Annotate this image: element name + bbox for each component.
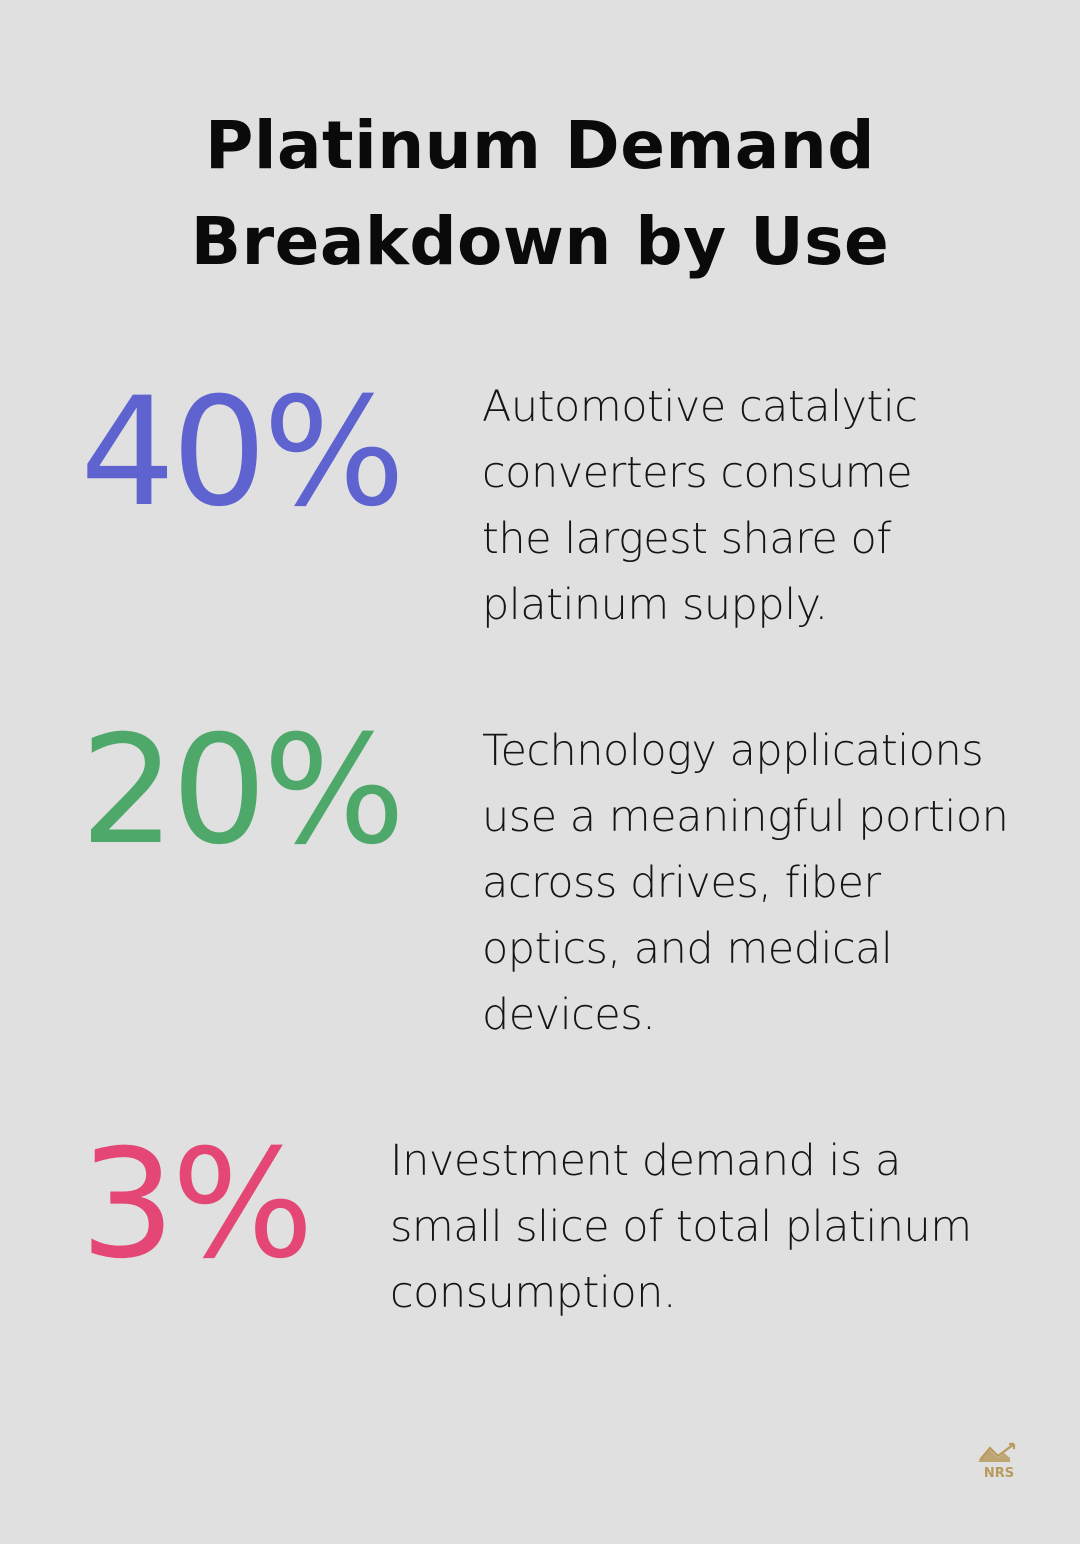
logo-text: NRS bbox=[984, 1466, 1014, 1480]
stat-description-investment: Investment demand is a small slice of to… bbox=[390, 1136, 972, 1318]
page-title: Platinum Demand Breakdown by Use bbox=[0, 98, 1080, 290]
title-line-1: Platinum Demand bbox=[204, 107, 875, 184]
stat-description-technology: Technology applications use a meaningful… bbox=[482, 726, 1009, 1040]
stat-description-automotive: Automotive catalytic converters consume … bbox=[482, 382, 918, 630]
stat-value-technology: 20% bbox=[80, 704, 405, 878]
stat-value-automotive: 40% bbox=[80, 366, 405, 540]
mountain-chart-icon: NRS bbox=[978, 1442, 1016, 1481]
stat-value-investment: 3% bbox=[80, 1118, 314, 1292]
nrs-logo: NRS bbox=[974, 1440, 1024, 1481]
title-line-2: Breakdown by Use bbox=[190, 203, 890, 280]
